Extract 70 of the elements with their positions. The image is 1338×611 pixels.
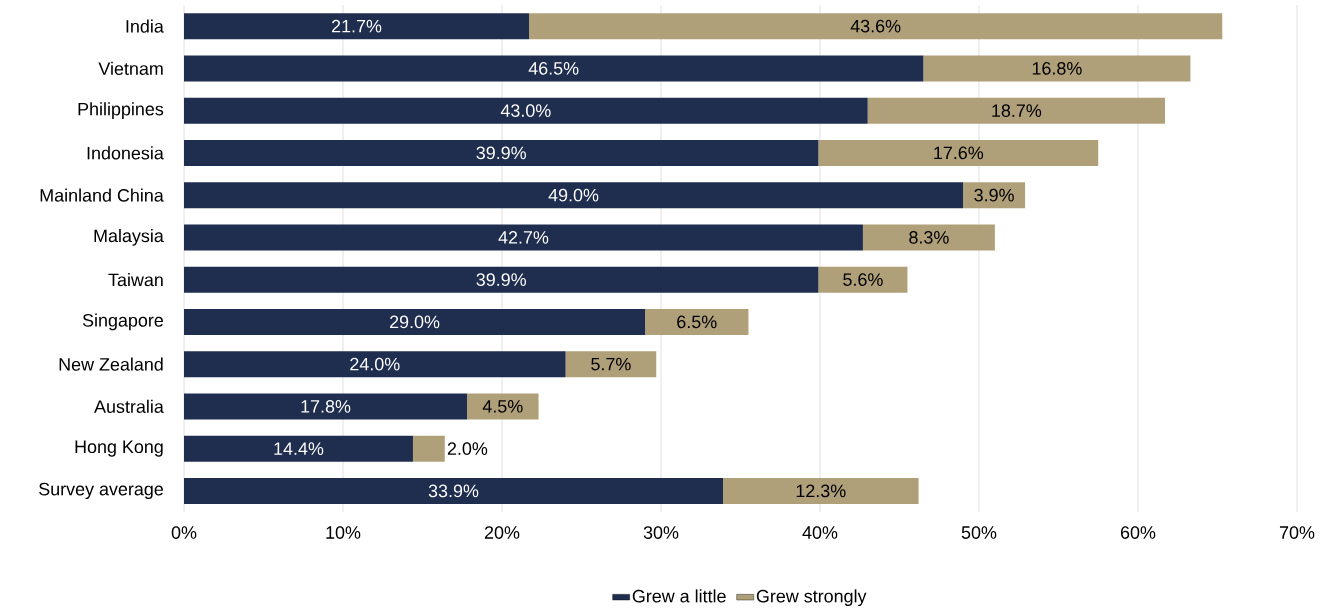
x-tick-label: 70%	[1279, 526, 1315, 539]
data-label: 43.0%	[500, 104, 551, 117]
y-tick-label: Indonesia	[87, 146, 164, 160]
x-tick-label: 30%	[643, 526, 679, 539]
bar	[184, 435, 413, 462]
data-label: 3.9%	[974, 188, 1014, 202]
data-label: 24.0%	[350, 357, 400, 371]
y-tick-label: Singapore	[82, 313, 163, 331]
x-tick-label: 20%	[484, 526, 520, 539]
bar	[184, 308, 646, 335]
bar	[862, 224, 995, 251]
data-label: 17.6%	[934, 146, 984, 160]
bar	[184, 182, 964, 209]
y-tick-label: Vietnam	[98, 61, 163, 75]
y-tick-label: Mainland China	[40, 188, 164, 202]
bar	[184, 224, 863, 251]
y-tick-label: Survey average	[39, 482, 163, 499]
data-label: 39.9%	[476, 146, 526, 160]
bar	[184, 393, 468, 420]
data-label: 2.0%	[447, 442, 488, 455]
x-tick-label: 60%	[1120, 526, 1156, 539]
bar	[467, 393, 539, 420]
bar	[184, 13, 530, 40]
x-tick-label: 50%	[961, 526, 997, 539]
data-label: 16.8%	[1032, 62, 1082, 75]
bar	[723, 477, 919, 504]
data-label: 14.4%	[274, 442, 324, 455]
data-label: 18.7%	[992, 104, 1042, 117]
data-label: 29.0%	[390, 315, 440, 329]
data-label: 46.5%	[528, 62, 579, 75]
bar	[963, 182, 1026, 209]
bar	[529, 13, 1223, 40]
x-tick-label: 0%	[171, 526, 197, 539]
data-label: 5.7%	[591, 357, 631, 371]
y-tick-label: Philippines	[78, 102, 164, 119]
bar	[184, 266, 819, 293]
bar	[867, 97, 1166, 124]
bar	[645, 308, 749, 335]
legend-label: Grew a little	[632, 589, 726, 603]
legend-label: Grew strongly	[756, 589, 867, 607]
bar	[412, 435, 445, 462]
bar	[184, 477, 723, 504]
y-tick-label: Taiwan	[108, 273, 163, 287]
y-tick-label: India	[126, 19, 164, 33]
y-tick-label: Malaysia	[94, 229, 164, 246]
bar	[184, 97, 868, 124]
data-label: 42.7%	[498, 231, 549, 244]
x-tick-label: 10%	[326, 526, 361, 539]
data-label: 39.9%	[476, 273, 526, 286]
y-tick-label: Hong Kong	[75, 440, 163, 457]
bar	[184, 139, 819, 166]
y-tick-label: Australia	[94, 399, 164, 413]
bar	[565, 351, 657, 378]
data-label: 33.9%	[428, 484, 479, 498]
data-label: 43.6%	[850, 19, 901, 33]
data-label: 4.5%	[482, 400, 523, 413]
bar	[818, 139, 1099, 166]
data-label: 17.8%	[301, 400, 351, 413]
data-label: 49.0%	[548, 188, 599, 202]
data-label: 8.3%	[909, 231, 949, 244]
data-label: 6.5%	[677, 315, 717, 329]
bar	[184, 55, 924, 82]
bar	[923, 55, 1191, 82]
data-label: 21.7%	[332, 19, 382, 33]
data-label: 5.6%	[843, 273, 883, 286]
bar	[184, 351, 566, 378]
y-tick-label: New Zealand	[59, 357, 163, 371]
x-tick-label: 40%	[802, 526, 838, 539]
bar	[818, 266, 908, 293]
data-label: 12.3%	[796, 484, 846, 498]
